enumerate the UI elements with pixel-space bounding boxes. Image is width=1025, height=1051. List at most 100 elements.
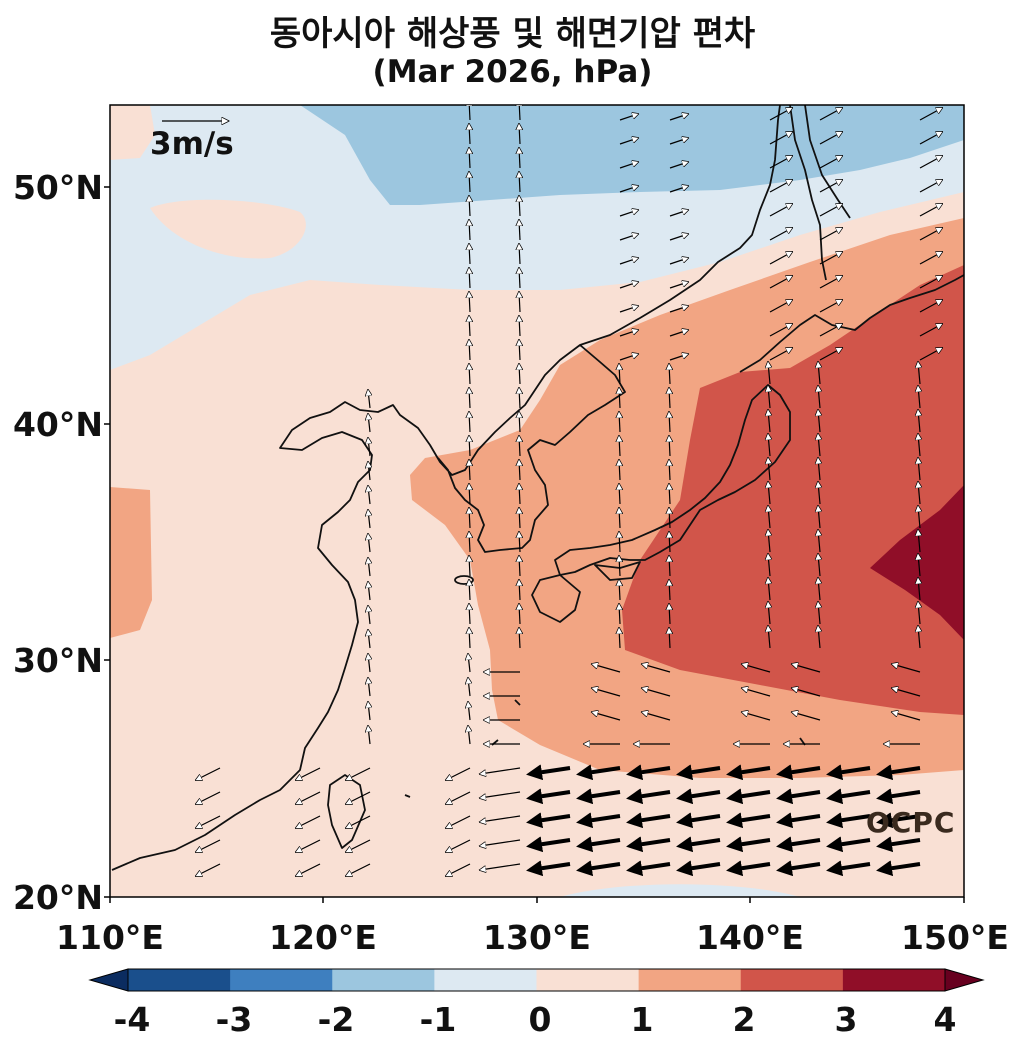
- colorbar-extend-low: [88, 968, 129, 992]
- wind-vector: [619, 580, 620, 601]
- wind-vector: [619, 508, 620, 529]
- wind-vector: [619, 186, 638, 193]
- wind-vector: [669, 354, 688, 361]
- wind-vector: [918, 530, 920, 553]
- slp-anomaly-field: [110, 105, 964, 897]
- wind-vector: [519, 292, 520, 313]
- wind-vector: [469, 364, 470, 385]
- wind-vector-strong: [826, 788, 871, 805]
- wind-vector: [669, 364, 670, 385]
- wind-vector: [818, 602, 820, 625]
- colorbar-segment: [332, 969, 435, 991]
- wind-vector: [519, 340, 520, 361]
- wind-vector-strong: [626, 836, 671, 853]
- wind-vector-strong: [826, 860, 871, 877]
- wind-vector: [519, 532, 520, 553]
- wind-vector-strong: [726, 764, 771, 781]
- wind-vector: [669, 162, 688, 169]
- wind-vector-strong: [526, 788, 571, 805]
- wind-vector: [346, 863, 371, 876]
- wind-vector: [642, 688, 671, 697]
- wind-vector-strong: [626, 764, 671, 781]
- wind-vector: [768, 626, 770, 649]
- wind-vector: [919, 228, 942, 241]
- wind-vector: [469, 268, 470, 289]
- coastline-shikoku: [594, 561, 641, 581]
- wind-vector: [919, 252, 942, 265]
- wind-vector: [669, 460, 670, 481]
- wind-vector: [446, 767, 471, 780]
- lon-label-140e: 140°E: [696, 918, 804, 957]
- lon-label-110e: 110°E: [56, 918, 164, 957]
- wind-vector: [769, 228, 792, 241]
- wind-vector: [368, 414, 370, 433]
- wind-vector: [619, 162, 638, 169]
- lat-label-20n: 20°N: [12, 878, 103, 917]
- wind-vector: [918, 626, 920, 649]
- wind-vector: [519, 580, 520, 601]
- wind-vector: [818, 386, 820, 409]
- wind-vector: [480, 791, 521, 798]
- wind-vector-strong: [776, 764, 821, 781]
- wind-vector: [519, 148, 520, 169]
- coastline-primorye: [579, 105, 781, 346]
- anomaly-2-3-region: [622, 265, 964, 715]
- coastline-jeju: [454, 575, 474, 585]
- wind-vector: [769, 348, 792, 361]
- wind-vector: [919, 156, 942, 169]
- colorbar-segment: [128, 969, 231, 991]
- wind-vector: [642, 712, 671, 721]
- wind-vector: [196, 767, 221, 780]
- wind-vector: [619, 306, 638, 313]
- wind-vector: [919, 300, 942, 313]
- wind-vector: [619, 138, 638, 145]
- wind-vector: [519, 316, 520, 337]
- lat-label-40n: 40°N: [12, 405, 103, 444]
- wind-vector: [769, 132, 792, 145]
- wind-vector-strong: [726, 788, 771, 805]
- wind-vector: [296, 863, 321, 876]
- wind-vector: [818, 458, 820, 481]
- wind-vector: [768, 362, 770, 385]
- wind-vector: [818, 530, 820, 553]
- coastline-asia-mainland: [111, 344, 626, 871]
- wind-vector: [818, 554, 820, 577]
- wind-vector: [669, 412, 670, 433]
- wind-vector-strong: [876, 812, 921, 829]
- wind-vector: [768, 434, 770, 457]
- wind-vector: [918, 410, 920, 433]
- wind-vector-strong: [576, 812, 621, 829]
- wind-vector: [480, 839, 521, 846]
- reference-vector-label: 3m/s: [150, 126, 234, 162]
- wind-vector: [519, 220, 520, 241]
- wind-vector-strong: [776, 788, 821, 805]
- wind-vector: [819, 252, 842, 265]
- colorbar-tick-label: 3: [834, 1000, 858, 1039]
- wind-vector-strong: [876, 788, 921, 805]
- wind-vector: [768, 554, 770, 577]
- wind-vector: [469, 508, 470, 529]
- wind-vector: [469, 196, 470, 217]
- wind-vector: [669, 330, 688, 337]
- wind-vector: [480, 815, 521, 822]
- wind-vector: [469, 292, 470, 313]
- colorbar-tick-label: -3: [215, 1000, 253, 1039]
- wind-vector: [346, 791, 371, 804]
- wind-vector: [619, 210, 638, 217]
- wind-vector: [296, 839, 321, 852]
- wind-vector: [346, 815, 371, 828]
- wind-vector: [619, 354, 638, 361]
- wind-vector: [769, 276, 792, 289]
- wind-vector: [368, 702, 370, 721]
- wind-vector: [519, 412, 520, 433]
- colorbar-segment: [536, 969, 640, 991]
- anomaly-neg1-0-patch-south: [560, 884, 800, 897]
- wind-vector: [919, 276, 942, 289]
- wind-vector-strong: [826, 812, 871, 829]
- wind-vector: [769, 252, 792, 265]
- wind-vector: [469, 105, 470, 121]
- coastline-honshu: [554, 384, 791, 576]
- wind-vector: [619, 436, 620, 457]
- colorbar-tick-label: 1: [630, 1000, 654, 1039]
- wind-vector-strong: [676, 812, 721, 829]
